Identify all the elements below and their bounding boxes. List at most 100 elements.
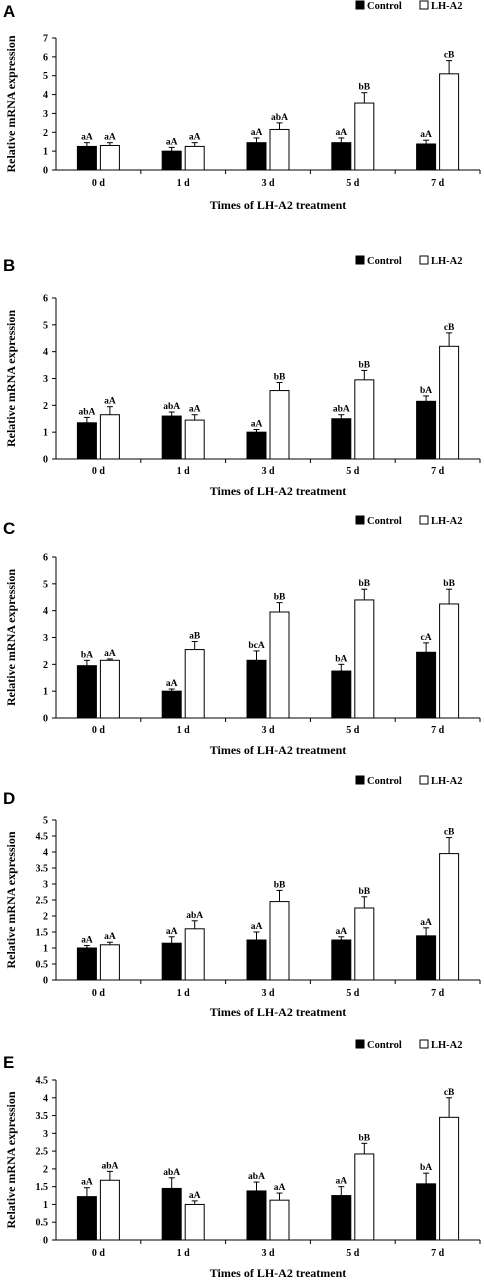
y-tick-label: 0: [43, 455, 48, 466]
y-tick-label: 4: [43, 848, 48, 859]
y-tick-label: 4: [43, 1093, 48, 1104]
panel-letter: B: [3, 256, 15, 275]
x-tick-label: 0 d: [92, 1248, 106, 1259]
y-axis: 0 1 2 3 4 5 6: [43, 294, 57, 466]
significance-label: aA: [104, 133, 116, 143]
significance-label: aA: [166, 927, 178, 937]
bar-control: [331, 142, 352, 171]
bar-control: [416, 1183, 437, 1241]
panel-letter: D: [3, 789, 15, 808]
bar-lh-a2: [439, 1116, 460, 1241]
y-tick-label: 5: [43, 579, 48, 590]
bar-control: [331, 418, 352, 460]
significance-label: aA: [335, 1177, 347, 1187]
chart-panel-a: A Control LH-A2 0 1 2 3 4 5 6 7 0 d aA aA 1 d aA aA 3 d aA…: [3, 0, 481, 212]
y-tick-label: 3: [43, 1129, 48, 1140]
bar-control: [246, 1190, 267, 1241]
x-tick-label: 0 d: [92, 725, 106, 736]
significance-label: bB: [358, 83, 370, 93]
bar-control: [161, 1187, 182, 1241]
y-tick-label: 0: [43, 714, 48, 725]
bar-control: [331, 1195, 352, 1241]
significance-label: aA: [335, 927, 347, 937]
bar-control: [76, 145, 97, 171]
legend-swatch-lh-a2: [419, 515, 429, 525]
x-tick-label: 3 d: [261, 725, 275, 736]
significance-label: cA: [421, 633, 432, 643]
y-axis: 0 1 2 3 4 5 6: [43, 553, 57, 725]
legend-label-lh-a2: LH-A2: [431, 1, 463, 12]
bar-lh-a2: [439, 853, 460, 981]
legend: Control LH-A2: [355, 1039, 463, 1051]
significance-label: bA: [335, 654, 347, 664]
x-tick-label: 3 d: [261, 1248, 275, 1259]
legend-swatch-lh-a2: [419, 775, 429, 785]
significance-label: aA: [274, 1183, 286, 1193]
significance-label: aA: [104, 649, 116, 659]
significance-label: aA: [81, 935, 93, 945]
significance-label: bB: [358, 1133, 370, 1143]
bar-lh-a2: [354, 102, 375, 171]
x-tick-label: 7 d: [431, 178, 445, 189]
x-tick-label: 7 d: [431, 466, 445, 477]
significance-label: abA: [186, 911, 203, 921]
significance-label: aB: [189, 632, 201, 642]
significance-label: aA: [335, 128, 347, 138]
legend-label-lh-a2: LH-A2: [431, 516, 463, 527]
significance-label: aA: [81, 1178, 93, 1188]
legend: Control LH-A2: [355, 775, 463, 787]
y-tick-label: 0: [43, 166, 48, 177]
legend-label-control: Control: [367, 1040, 402, 1051]
bar-lh-a2: [439, 603, 460, 719]
x-tick-label: 7 d: [431, 1248, 445, 1259]
y-tick-label: 2: [43, 912, 48, 923]
significance-label: aA: [420, 130, 432, 140]
y-tick-label: 2.5: [36, 896, 49, 907]
legend-swatch-lh-a2: [419, 255, 429, 265]
legend: Control LH-A2: [355, 0, 463, 12]
bar-control: [416, 935, 437, 981]
significance-label: bB: [274, 373, 286, 383]
bar-control: [161, 415, 182, 460]
bar-lh-a2: [354, 1153, 375, 1241]
x-tick-label: 3 d: [261, 988, 275, 999]
significance-label: abA: [248, 1172, 265, 1182]
y-axis-title: Relative mRNA expression: [4, 831, 18, 968]
x-tick-label: 0 d: [92, 988, 106, 999]
x-axis-title: Times of LH-A2 treatment: [210, 198, 347, 212]
significance-label: abA: [78, 407, 95, 417]
legend-swatch-lh-a2: [419, 1039, 429, 1049]
legend-swatch-control: [355, 1039, 365, 1049]
y-tick-label: 0: [43, 1236, 48, 1247]
x-axis-title: Times of LH-A2 treatment: [210, 1005, 347, 1019]
y-axis-title: Relative mRNA expression: [4, 35, 18, 172]
y-tick-label: 4: [43, 90, 48, 101]
panel-letter: E: [3, 1053, 14, 1072]
y-tick-label: 6: [43, 553, 48, 564]
x-tick-label: 3 d: [261, 466, 275, 477]
significance-label: bB: [274, 593, 286, 603]
legend-label-lh-a2: LH-A2: [431, 256, 463, 267]
y-tick-label: 3: [43, 109, 48, 120]
significance-label: abA: [333, 405, 350, 415]
significance-label: aA: [420, 918, 432, 928]
y-tick-label: 7: [43, 34, 48, 45]
y-tick-label: 1: [43, 687, 48, 698]
bar-lh-a2: [184, 928, 205, 981]
y-tick-label: 4.5: [36, 1076, 49, 1087]
y-tick-label: 4.5: [36, 832, 49, 843]
x-tick-label: 1 d: [177, 466, 191, 477]
y-tick-label: 0.5: [36, 1218, 49, 1229]
bar-lh-a2: [439, 345, 460, 460]
legend-label-control: Control: [367, 1, 402, 12]
bar-lh-a2: [99, 1179, 120, 1241]
significance-label: abA: [101, 1161, 118, 1171]
bar-control: [76, 665, 97, 719]
bar-lh-a2: [99, 944, 120, 981]
x-tick-label: 7 d: [431, 725, 445, 736]
bar-control: [416, 143, 437, 171]
x-tick-label: 1 d: [177, 725, 191, 736]
significance-label: aA: [251, 922, 263, 932]
significance-label: bB: [358, 887, 370, 897]
